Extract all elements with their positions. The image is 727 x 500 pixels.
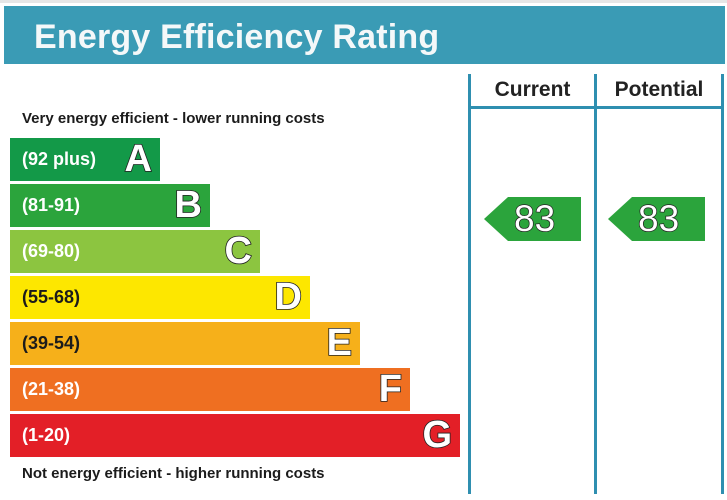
band-d: (55-68) D — [10, 275, 310, 319]
potential-arrow-shape — [608, 197, 705, 241]
potential-rating-arrow: 83 — [608, 197, 705, 241]
band-range-label: (21-38) — [22, 379, 81, 399]
top-note: Very energy efficient - lower running co… — [22, 110, 325, 127]
band-range-label: (69-80) — [22, 241, 81, 261]
header-bar: Energy Efficiency Rating — [4, 6, 725, 64]
current-rating-arrow: 83 — [484, 197, 581, 241]
band-letter: C — [224, 229, 253, 273]
current-arrow-shape — [484, 197, 581, 241]
band-range-label: (92 plus) — [22, 149, 97, 169]
band-letter: F — [378, 367, 403, 411]
band-g: (1-20) G — [10, 413, 460, 457]
band-letter: E — [326, 321, 353, 365]
chart-title: Energy Efficiency Rating — [34, 18, 440, 56]
current-column-right-line — [594, 74, 597, 494]
potential-column-header: Potential — [614, 78, 704, 101]
band-range-label: (39-54) — [22, 333, 81, 353]
bottom-note: Not energy efficient - higher running co… — [22, 465, 325, 482]
top-border — [0, 0, 727, 3]
potential-rating-value: 83 — [637, 197, 680, 239]
band-range-label: (81-91) — [22, 195, 81, 215]
band-b: (81-91) B — [10, 183, 210, 227]
potential-column-right-line — [721, 74, 724, 494]
current-column-header: Current — [494, 78, 571, 101]
band-letter: D — [274, 275, 303, 319]
band-a: (92 plus) A — [10, 137, 160, 181]
band-letter: G — [422, 413, 453, 457]
band-range-label: (55-68) — [22, 287, 81, 307]
band-letter: A — [124, 137, 153, 181]
band-range-label: (1-20) — [22, 425, 71, 445]
column-header-divider — [468, 106, 724, 109]
current-column-left-line — [468, 74, 471, 494]
band-letter: B — [174, 183, 203, 227]
band-e: (39-54) E — [10, 321, 360, 365]
band-c: (69-80) C — [10, 229, 260, 273]
band-f: (21-38) F — [10, 367, 410, 411]
current-rating-value: 83 — [513, 197, 556, 239]
